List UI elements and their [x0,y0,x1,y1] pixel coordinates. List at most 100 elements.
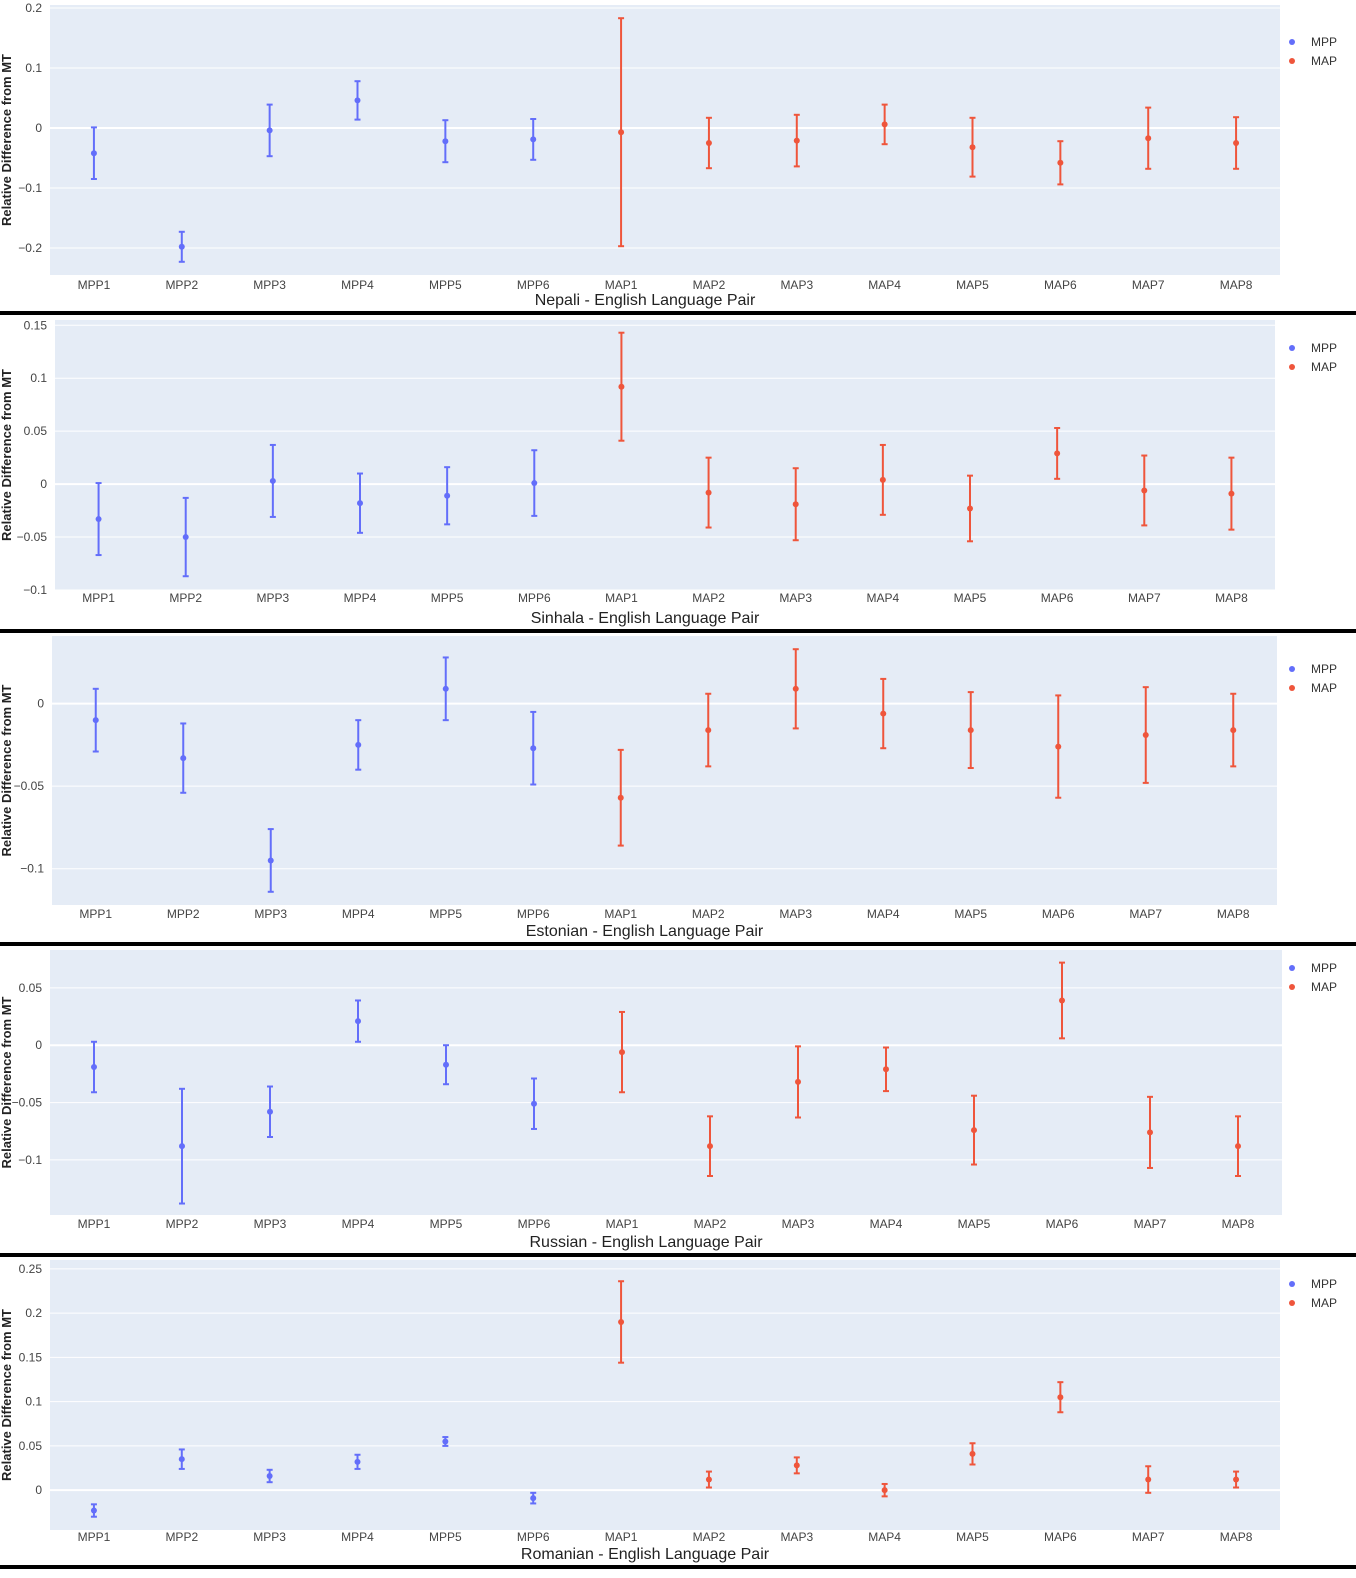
data-point[interactable] [617,794,624,801]
data-point[interactable] [967,505,973,512]
legend: MPP MAP [1289,35,1337,68]
data-point[interactable] [971,1127,977,1134]
data-point[interactable] [442,1438,449,1445]
legend-label-map[interactable]: MAP [1311,980,1337,994]
legend-label-mpp[interactable]: MPP [1311,341,1337,355]
data-point[interactable] [618,383,625,390]
data-point[interactable] [92,717,99,724]
data-point[interactable] [707,1143,713,1150]
data-point[interactable] [792,501,799,508]
panel-separator [0,311,1356,315]
data-point[interactable] [267,1108,273,1115]
legend-label-mpp[interactable]: MPP [1311,35,1337,49]
y-tick-label: −0.1 [18,1153,42,1167]
x-axis-title: Romanian - English Language Pair [521,1546,770,1563]
x-tick-label: MPP2 [165,1530,198,1544]
series-map [617,648,1237,847]
legend-label-map[interactable]: MAP [1311,54,1337,68]
data-point[interactable] [531,1100,537,1107]
data-point[interactable] [1141,487,1148,494]
data-point[interactable] [90,1507,97,1514]
data-point[interactable] [793,1462,800,1469]
x-tick-label: MPP4 [341,278,374,292]
y-tick-label: −0.05 [14,779,45,793]
data-point[interactable] [530,1495,537,1502]
data-point[interactable] [1142,732,1149,739]
chart-panel: −0.2 −0.1 0 0.1 0.2 Relative Difference from … [0,1,1356,315]
data-point[interactable] [1147,1129,1153,1136]
data-point[interactable] [266,1473,273,1479]
data-point[interactable] [795,1078,801,1085]
data-point[interactable] [95,516,102,523]
data-point[interactable] [355,741,362,748]
data-point[interactable] [618,1318,625,1325]
data-point[interactable] [267,857,274,864]
data-point[interactable] [1057,1394,1064,1401]
data-point[interactable] [793,137,800,144]
data-point[interactable] [355,1018,361,1025]
x-tick-label: MPP1 [78,1217,111,1231]
data-point[interactable] [705,140,712,146]
data-point[interactable] [705,727,712,734]
data-point[interactable] [442,685,449,692]
x-tick-label: MAP6 [1044,278,1077,292]
data-point[interactable] [530,136,537,143]
data-point[interactable] [442,138,449,145]
y-tick-label: −0.05 [17,530,48,544]
data-point[interactable] [619,1049,625,1056]
legend-label-map[interactable]: MAP [1311,681,1337,695]
data-point[interactable] [266,127,273,134]
data-point[interactable] [354,1458,361,1465]
data-point[interactable] [1233,140,1240,146]
legend-label-mpp[interactable]: MPP [1311,662,1337,676]
data-point[interactable] [1233,1476,1240,1483]
data-point[interactable] [357,500,363,507]
x-tick-label: MPP6 [518,1217,551,1231]
data-point[interactable] [1057,159,1064,166]
data-point[interactable] [883,1066,889,1073]
data-point[interactable] [1230,727,1237,734]
data-point[interactable] [969,1450,976,1457]
data-point[interactable] [880,710,887,717]
data-point[interactable] [792,685,799,692]
data-point[interactable] [444,492,451,499]
data-point[interactable] [705,1476,712,1483]
data-point[interactable] [531,480,538,487]
data-point[interactable] [1235,1143,1241,1150]
data-point[interactable] [354,97,361,104]
x-tick-label: MAP1 [605,591,638,605]
legend-label-map[interactable]: MAP [1311,1296,1337,1310]
y-tick-label: 0.15 [19,1350,43,1364]
data-point[interactable] [969,144,976,151]
x-tick-label: MPP2 [166,1217,199,1231]
data-point[interactable] [269,477,276,484]
data-point[interactable] [618,129,625,136]
data-point[interactable] [1145,1476,1152,1483]
data-point[interactable] [1054,450,1061,457]
legend-label-mpp[interactable]: MPP [1311,961,1337,975]
data-point[interactable] [1145,135,1152,142]
data-point[interactable] [1228,490,1235,497]
x-tick-label: MAP4 [868,1530,901,1544]
data-point[interactable] [178,1456,185,1463]
data-point[interactable] [879,476,886,483]
data-point[interactable] [179,1143,185,1150]
data-point[interactable] [881,1487,888,1494]
data-point[interactable] [443,1061,449,1068]
data-point[interactable] [705,489,712,496]
data-point[interactable] [1059,997,1065,1004]
data-point[interactable] [967,727,974,734]
data-point[interactable] [1055,743,1062,750]
x-tick-label: MPP5 [429,278,462,292]
data-point[interactable] [91,1064,97,1071]
data-point[interactable] [180,755,187,762]
data-point[interactable] [178,243,185,250]
legend-marker-mpp [1289,39,1295,45]
x-tick-label: MAP6 [1041,591,1074,605]
data-point[interactable] [90,150,97,157]
data-point[interactable] [182,534,189,541]
data-point[interactable] [530,745,537,752]
legend-label-map[interactable]: MAP [1311,360,1337,374]
data-point[interactable] [881,121,888,128]
legend-label-mpp[interactable]: MPP [1311,1277,1337,1291]
